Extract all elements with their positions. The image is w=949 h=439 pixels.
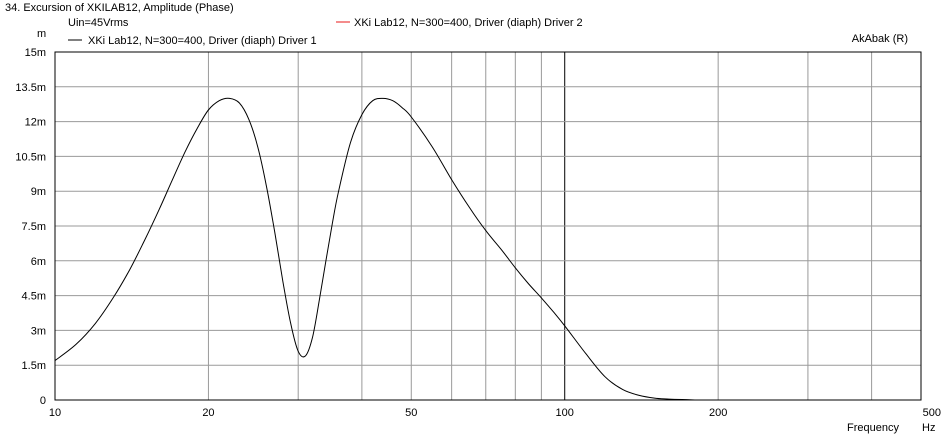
brand-label: AkAbak (R) (852, 33, 908, 45)
y-axis-ticks: 0 1.5m 3m 4.5m 6m 7.5m 9m 10.5m 12m 13.5m 15m (15, 47, 46, 407)
y-tick-label: 13.5m (15, 82, 46, 94)
x-axis-label: Frequency (847, 422, 899, 434)
y-tick-label: 9m (31, 186, 46, 198)
y-tick-label: 0 (40, 395, 46, 407)
x-tick-label: 200 (709, 407, 727, 419)
x-axis-ticks: 10 20 50 100 200 500 (49, 407, 941, 419)
y-tick-label: 6m (31, 256, 46, 268)
legend-label-driver-1: XKi Lab12, N=300=400, Driver (diaph) Dri… (88, 35, 317, 47)
legend-label-driver-2: XKi Lab12, N=300=400, Driver (diaph) Dri… (354, 17, 583, 29)
y-tick-label: 1.5m (22, 360, 46, 372)
series-layer (54, 97, 695, 401)
plot-frame (54, 51, 922, 401)
x-tick-label: 100 (556, 407, 574, 419)
x-tick-label: 10 (49, 407, 61, 419)
input-voltage-label: Uin=45Vrms (68, 17, 129, 29)
legend: XKi Lab12, N=300=400, Driver (diaph) Dri… (68, 17, 583, 47)
x-tick-label: 20 (202, 407, 214, 419)
x-unit-label: Hz (922, 422, 935, 434)
y-tick-label: 7.5m (22, 221, 46, 233)
y-tick-label: 10.5m (15, 151, 46, 163)
y-unit-label: m (37, 28, 46, 40)
chart-title: 34. Excursion of XKILAB12, Amplitude (Ph… (5, 2, 234, 14)
series-line-driver-1 (54, 97, 695, 401)
y-tick-label: 3m (31, 325, 46, 337)
y-tick-label: 4.5m (22, 291, 46, 303)
x-tick-label: 500 (923, 407, 941, 419)
y-tick-label: 15m (25, 47, 46, 59)
plot-grid (55, 52, 921, 400)
y-tick-label: 12m (25, 117, 46, 129)
x-tick-label: 50 (405, 407, 417, 419)
